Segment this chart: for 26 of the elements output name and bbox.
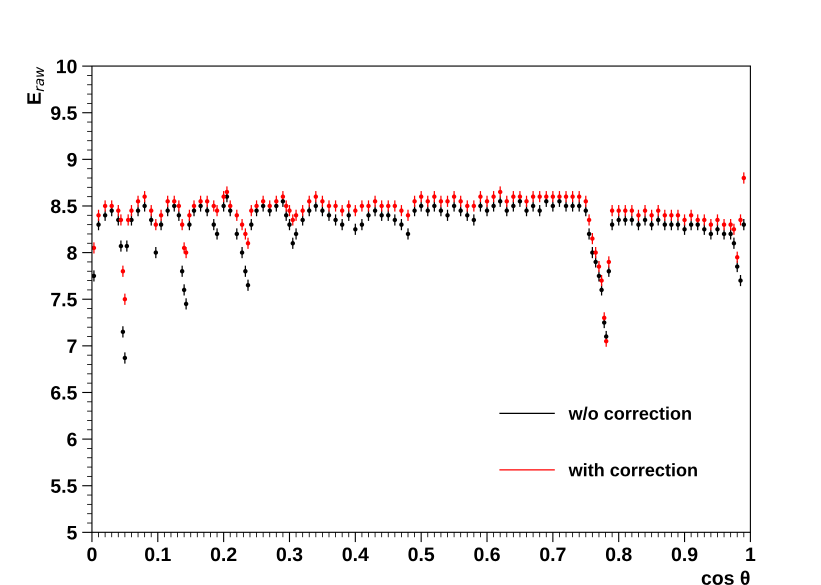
y-tick-label: 8.5 [50, 199, 77, 214]
x-tick-label: 0.2 [210, 547, 236, 562]
y-tick-label: 6 [67, 432, 77, 446]
y-tick-label: 6.5 [51, 386, 77, 400]
y-axis-title: E$_{raw}$ [27, 66, 44, 104]
x-tick-label: 0.7 [540, 547, 566, 562]
legend-label: w/o correction [568, 406, 691, 420]
y-tick-label: 8 [67, 246, 77, 260]
x-tick-label: 0.3 [276, 547, 302, 562]
legend-label: with correction [568, 463, 697, 476]
x-tick-label: 0 [87, 547, 97, 562]
y-tick-label: 10 [56, 60, 77, 74]
y-tick-label: 9 [67, 152, 77, 167]
y-tick-label: 7 [67, 340, 77, 353]
y-tick-label: 9.5 [51, 106, 77, 120]
x-tick-label: 0.4 [342, 547, 369, 562]
y-tick-label: 7.5 [51, 292, 77, 306]
x-tick-label: 0.1 [145, 547, 171, 562]
x-tick-label: 0.5 [408, 547, 434, 562]
y-tick-label: 5 [67, 526, 77, 540]
x-tick-label: 0.9 [672, 547, 698, 562]
y-tick-label: 5.5 [50, 479, 77, 493]
x-tick-label: 0.8 [606, 547, 632, 562]
x-tick-label: 0.6 [474, 547, 500, 562]
x-tick-label: 1 [746, 548, 756, 562]
x-axis-title: cos θ [702, 570, 750, 585]
